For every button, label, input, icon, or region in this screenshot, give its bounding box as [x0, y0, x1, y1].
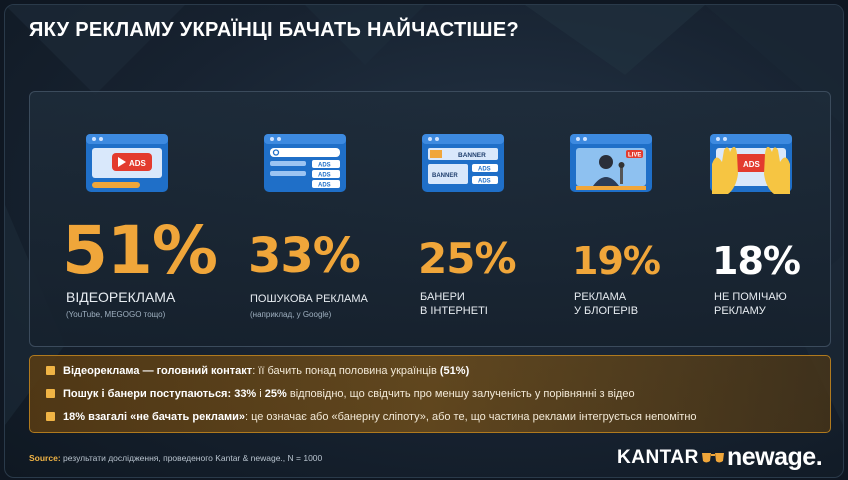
bullet-square-icon — [46, 366, 55, 375]
stat-bloggers: LIVE 19% РЕКЛАМА У БЛОГЕРІВ — [550, 92, 690, 346]
svg-text:ADS: ADS — [743, 160, 761, 169]
banner-ads-icon: BANNER BANNER ADS ADS — [418, 128, 508, 200]
svg-text:ADS: ADS — [478, 167, 491, 173]
stat-label-line2: РЕКЛАМУ — [714, 305, 766, 317]
search-ads-icon: ADS ADS ADS — [260, 128, 350, 200]
finding-bold: 18% взагалі «не бачать реклами» — [63, 411, 245, 423]
source-note: Source: результати дослідження, проведен… — [29, 453, 322, 463]
hands-covering-ads-icon: ADS — [706, 128, 796, 200]
slide: ЯКУ РЕКЛАМУ УКРАЇНЦІ БАЧАТЬ НАЙЧАСТІШЕ? … — [4, 4, 844, 478]
stat-search: ADS ADS ADS 33% ПОШУКОВА РЕКЛАМА (наприк… — [220, 92, 380, 346]
svg-text:ADS: ADS — [129, 159, 147, 168]
logo-glasses-icon — [702, 453, 724, 463]
finding-item: Відеореклама — головний контакт: її бачи… — [46, 365, 469, 377]
svg-text:ADS: ADS — [318, 163, 331, 169]
stat-label-line2: В ІНТЕРНЕТІ — [420, 305, 488, 317]
source-text: результати дослідження, проведеного Kant… — [60, 453, 323, 463]
finding-text: : це означає або «банерну сліпоту», або … — [244, 411, 697, 423]
svg-text:BANNER: BANNER — [458, 152, 486, 159]
stats-panel: ADS 51% ВІДЕОРЕКЛАМА (YouTube, MEGOGO то… — [29, 91, 831, 347]
bullet-square-icon — [46, 412, 55, 421]
source-label: Source: — [29, 453, 61, 463]
finding-item: 18% взагалі «не бачать реклами»: це озна… — [46, 411, 697, 423]
svg-text:ADS: ADS — [318, 183, 331, 189]
kantar-logo-text: KANTAR — [617, 447, 699, 468]
stat-value: 25% — [418, 234, 517, 283]
finding-bold: 25% — [264, 388, 287, 400]
stat-label: БАНЕРИ — [420, 291, 465, 303]
video-ads-icon: ADS — [82, 128, 172, 200]
stat-note: (YouTube, MEGOGO тощо) — [66, 310, 166, 319]
finding-text: : її бачить понад половина українців — [252, 365, 440, 377]
stat-note: (наприклад, у Google) — [250, 310, 332, 319]
stat-value: 51% — [62, 212, 218, 289]
svg-text:LIVE: LIVE — [628, 153, 641, 159]
finding-bold: Відеореклама — головний контакт — [63, 365, 253, 377]
stat-banners: BANNER BANNER ADS ADS 25% БАНЕРИ В ІНТЕР… — [390, 92, 540, 346]
stat-value: 18% — [712, 239, 801, 283]
finding-text: і — [256, 388, 265, 400]
finding-bold: Пошук і банери поступаються: 33% — [63, 388, 257, 400]
finding-bold: (51%) — [439, 365, 470, 377]
stat-label-line2: У БЛОГЕРІВ — [574, 305, 639, 317]
stat-label: НЕ ПОМІЧАЮ — [714, 291, 787, 303]
key-findings-box: Відеореклама — головний контакт: її бачи… — [29, 355, 831, 433]
stat-value: 19% — [572, 239, 661, 283]
stat-label: РЕКЛАМА — [574, 291, 627, 303]
blogger-live-icon: LIVE — [566, 128, 656, 200]
svg-text:ADS: ADS — [478, 179, 491, 185]
svg-text:BANNER: BANNER — [432, 173, 458, 179]
stat-label: ВІДЕОРЕКЛАМА — [66, 289, 176, 305]
finding-item: Пошук і банери поступаються: 33% і 25% в… — [46, 388, 635, 400]
kantar-newage-logo: KANTAR newage. — [617, 443, 827, 473]
stat-no-ads: ADS 18% НЕ ПОМІЧАЮ РЕКЛАМУ — [690, 92, 830, 346]
bullet-square-icon — [46, 389, 55, 398]
svg-text:ADS: ADS — [318, 173, 331, 179]
newage-logo-text: newage. — [727, 443, 823, 471]
finding-text: відповідно, що свідчить про меншу залуче… — [286, 388, 635, 400]
stat-value: 33% — [248, 228, 361, 284]
stat-label: ПОШУКОВА РЕКЛАМА — [250, 293, 368, 305]
stat-video: ADS 51% ВІДЕОРЕКЛАМА (YouTube, MEGOGO то… — [30, 92, 218, 346]
page-title: ЯКУ РЕКЛАМУ УКРАЇНЦІ БАЧАТЬ НАЙЧАСТІШЕ? — [29, 19, 519, 41]
